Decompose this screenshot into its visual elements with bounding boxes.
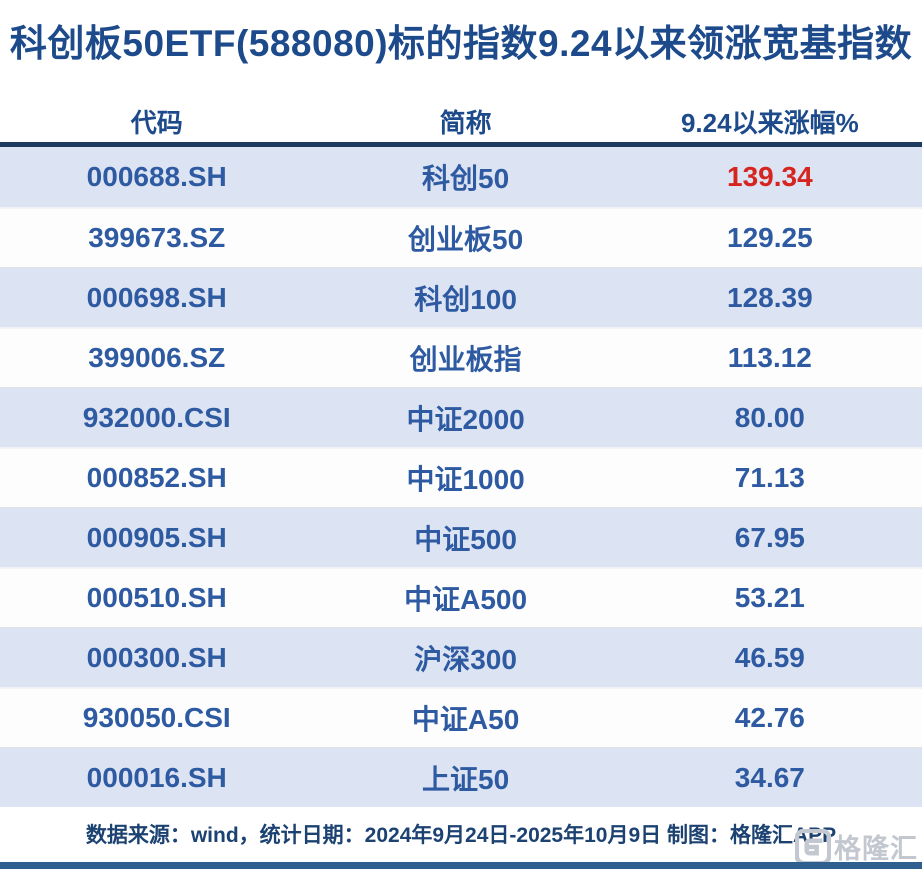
cell-change: 67.95 bbox=[734, 521, 805, 553]
cell-name: 中证1000 bbox=[406, 464, 525, 495]
cell-code: 000688.SH bbox=[86, 161, 227, 192]
cell-change: 42.76 bbox=[734, 702, 805, 733]
cell-code: 930050.CSI bbox=[82, 702, 231, 733]
gelonghui-g-icon bbox=[794, 828, 832, 865]
gelonghui-logo-text: 格隆汇 bbox=[834, 834, 918, 864]
table-row: 000510.SH 中证A500 53.21 bbox=[0, 567, 922, 627]
table-row: 000688.SH 科创50 139.34 bbox=[0, 147, 922, 207]
cell-name: 沪深300 bbox=[414, 643, 517, 675]
table-row: 930050.CSI 中证A50 42.76 bbox=[0, 687, 922, 747]
cell-name: 科创100 bbox=[414, 283, 517, 315]
index-table: 000688.SH 科创50 139.34 399673.SZ 创业板50 129.25 0… bbox=[0, 142, 922, 807]
cell-name: 创业板指 bbox=[409, 344, 522, 375]
cell-change: 71.13 bbox=[734, 462, 805, 493]
cell-name: 科创50 bbox=[422, 163, 510, 194]
bottom-divider bbox=[0, 862, 922, 869]
cell-code: 000905.SH bbox=[86, 521, 227, 553]
cell-change: 80.00 bbox=[734, 401, 805, 433]
cell-name: 中证500 bbox=[414, 523, 517, 555]
cell-name: 中证A50 bbox=[411, 704, 520, 735]
table-row: 000016.SH 上证50 34.67 bbox=[0, 747, 922, 807]
table-row: 000698.SH 科创100 128.39 bbox=[0, 267, 922, 327]
cell-change: 113.12 bbox=[727, 342, 812, 373]
table-row: 000300.SH 沪深300 46.59 bbox=[0, 627, 922, 687]
table-row: 932000.CSI 中证2000 80.00 bbox=[0, 387, 922, 447]
column-header-code: 代码 bbox=[130, 107, 183, 138]
cell-change: 46.59 bbox=[734, 641, 805, 673]
cell-change: 34.67 bbox=[734, 761, 805, 793]
cell-name: 中证2000 bbox=[406, 403, 525, 435]
cell-code: 000852.SH bbox=[86, 462, 227, 493]
cell-change: 139.34 bbox=[727, 161, 813, 192]
table-row: 399673.SZ 创业板50 129.25 bbox=[0, 207, 922, 267]
table-row: 000905.SH 中证500 67.95 bbox=[0, 507, 922, 567]
table-row: 399006.SZ 创业板指 113.12 bbox=[0, 327, 922, 387]
cell-name: 创业板50 bbox=[408, 224, 524, 255]
cell-code: 000300.SH bbox=[86, 641, 227, 673]
cell-name: 上证50 bbox=[422, 763, 510, 795]
column-header-name: 简称 bbox=[439, 107, 492, 138]
cell-code: 399673.SZ bbox=[88, 222, 226, 253]
page-title: 科创板50ETF(588080)标的指数9.24以来领涨宽基指数 bbox=[9, 23, 913, 64]
gelonghui-logo: 格隆汇 bbox=[794, 827, 918, 866]
cell-name: 中证A500 bbox=[404, 584, 528, 615]
cell-code: 932000.CSI bbox=[82, 401, 231, 433]
cell-code: 000510.SH bbox=[86, 582, 227, 613]
table-row: 000852.SH 中证1000 71.13 bbox=[0, 447, 922, 507]
cell-change: 129.25 bbox=[727, 222, 813, 253]
footer-note: 数据来源：wind，统计日期：2024年9月24日-2025年10月9日 制图：… bbox=[85, 823, 837, 847]
cell-code: 399006.SZ bbox=[88, 342, 226, 373]
table-header-row: 代码 简称 9.24以来涨幅% bbox=[0, 100, 922, 142]
cell-code: 000016.SH bbox=[86, 761, 227, 793]
cell-change: 53.21 bbox=[734, 582, 805, 613]
cell-code: 000698.SH bbox=[86, 281, 227, 313]
cell-change: 128.39 bbox=[727, 281, 813, 313]
column-header-change: 9.24以来涨幅% bbox=[680, 107, 859, 138]
